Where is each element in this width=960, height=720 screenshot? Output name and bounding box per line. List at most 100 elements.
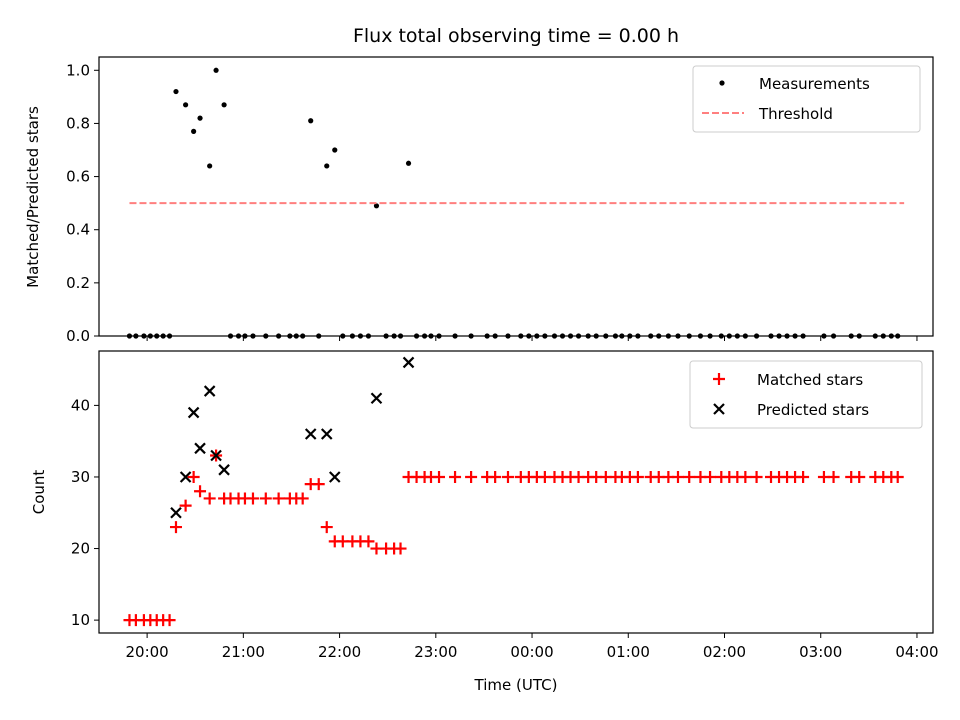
- top-y-axis: 0.0 0.2 0.4 0.6 0.8 1.0: [66, 61, 99, 345]
- x-axis-label: Time (UTC): [474, 676, 558, 694]
- measurements-point: [784, 333, 790, 339]
- measurements-point: [675, 333, 681, 339]
- measurements-point: [166, 333, 173, 339]
- predicted-stars-point: [179, 471, 192, 483]
- measurements-point: [880, 333, 886, 339]
- predicted-stars-point: [304, 428, 317, 440]
- matched-stars-point: [489, 470, 502, 483]
- x-tick-label: 00:00: [510, 643, 553, 661]
- measurements-point: [436, 333, 442, 339]
- y-tick-label: 1.0: [66, 61, 90, 79]
- measurements-point: [575, 333, 582, 339]
- measurements-point: [707, 333, 713, 339]
- y-tick-label: 20: [71, 540, 90, 558]
- predicted-stars-point: [402, 356, 415, 369]
- measurements-point: [742, 333, 748, 339]
- measurements-point: [391, 333, 397, 339]
- predicted-stars-point: [320, 428, 333, 440]
- top-legend-box: [692, 65, 921, 133]
- matched-stars-point: [203, 492, 216, 505]
- y-tick-label: 0.4: [66, 221, 90, 239]
- matched-stars-point: [853, 470, 866, 483]
- measurements-point: [619, 333, 625, 339]
- matched-stars-point: [501, 470, 514, 483]
- measurements-point: [300, 333, 306, 339]
- measurements-point: [792, 333, 798, 339]
- measurements-point: [603, 333, 609, 339]
- measurements-point: [567, 333, 574, 339]
- measurements-point: [276, 333, 282, 339]
- measurements-point: [235, 333, 242, 339]
- measurements-point: [872, 333, 878, 339]
- measurements-point: [686, 333, 692, 339]
- measurements-point: [452, 333, 458, 339]
- measurements-point: [191, 128, 197, 134]
- matched-stars-point: [296, 492, 309, 505]
- measurements-point: [242, 333, 248, 339]
- matched-stars-point: [194, 485, 207, 498]
- bottom-legend: Matched stars Predicted stars: [689, 360, 923, 429]
- measurements-point: [492, 333, 498, 339]
- legend-label-measurements: Measurements: [759, 75, 870, 93]
- measurements-point: [263, 333, 269, 339]
- legend-label-predicted-stars: Predicted stars: [757, 401, 869, 419]
- predicted-stars-point: [328, 471, 341, 483]
- measurements-point: [830, 333, 837, 339]
- measurements-point: [526, 333, 532, 339]
- measurements-point: [373, 203, 380, 209]
- matched-stars-point: [272, 492, 285, 505]
- matched-stars-point: [320, 521, 333, 534]
- measurements-point: [428, 333, 434, 339]
- measurements-point: [484, 333, 490, 339]
- predicted-stars-point: [370, 392, 383, 405]
- measurements-point: [405, 160, 412, 166]
- measurements-point: [147, 333, 153, 339]
- measurements-point: [821, 333, 827, 339]
- measurements-point: [542, 333, 548, 339]
- measurements-point: [221, 102, 227, 108]
- bottom-x-axis: 20:00 21:00 22:00 23:00 00:00 01:00 02:00 03:00…: [125, 633, 939, 661]
- matched-stars-point: [163, 614, 176, 627]
- measurements-point: [316, 333, 322, 339]
- measurements-point: [133, 333, 139, 339]
- measurements-point: [213, 67, 219, 73]
- matched-stars-point: [312, 478, 325, 491]
- matched-stars-point: [394, 542, 407, 555]
- top-panel: 0.0 0.2 0.4 0.6 0.8 1.0 Matched/Predicted sta…: [24, 56, 934, 345]
- measurements-point: [332, 147, 338, 153]
- measurements-point: [293, 333, 299, 339]
- measurements-point: [250, 333, 256, 339]
- y-tick-label: 0.0: [66, 327, 90, 345]
- measurements-point: [421, 333, 428, 339]
- measurements-point: [888, 333, 894, 339]
- bottom-legend-box: [689, 360, 923, 429]
- top-x-axis: [146, 336, 918, 341]
- matched-stars-point: [179, 499, 192, 512]
- measurements-point: [656, 333, 662, 339]
- measurements-point: [718, 333, 724, 339]
- matched-stars-point: [449, 470, 462, 483]
- legend-label-matched-stars: Matched stars: [757, 371, 863, 389]
- x-tick-label: 22:00: [318, 643, 361, 661]
- y-tick-label: 40: [71, 396, 90, 414]
- measurements-point: [383, 333, 389, 339]
- measurements-point: [397, 333, 404, 339]
- y-tick-label: 0.6: [66, 168, 90, 186]
- measurements-point: [468, 333, 474, 339]
- x-tick-label: 02:00: [703, 643, 746, 661]
- measurements-point: [726, 333, 732, 339]
- matched-stars-point: [797, 470, 810, 483]
- matched-stars-point: [891, 470, 904, 483]
- matched-stars-point: [827, 470, 840, 483]
- measurements-point: [856, 333, 862, 339]
- matched-stars-point: [362, 535, 375, 548]
- matched-stars-point: [259, 492, 272, 505]
- y-tick-label: 0.8: [66, 114, 90, 132]
- matched-stars-point: [704, 470, 717, 483]
- matched-stars-point: [750, 470, 763, 483]
- predicted-stars-point: [210, 449, 222, 462]
- measurements-point: [848, 333, 854, 339]
- measurements-point: [324, 163, 330, 169]
- top-legend: Measurements Threshold: [692, 65, 921, 133]
- x-tick-label: 23:00: [414, 643, 457, 661]
